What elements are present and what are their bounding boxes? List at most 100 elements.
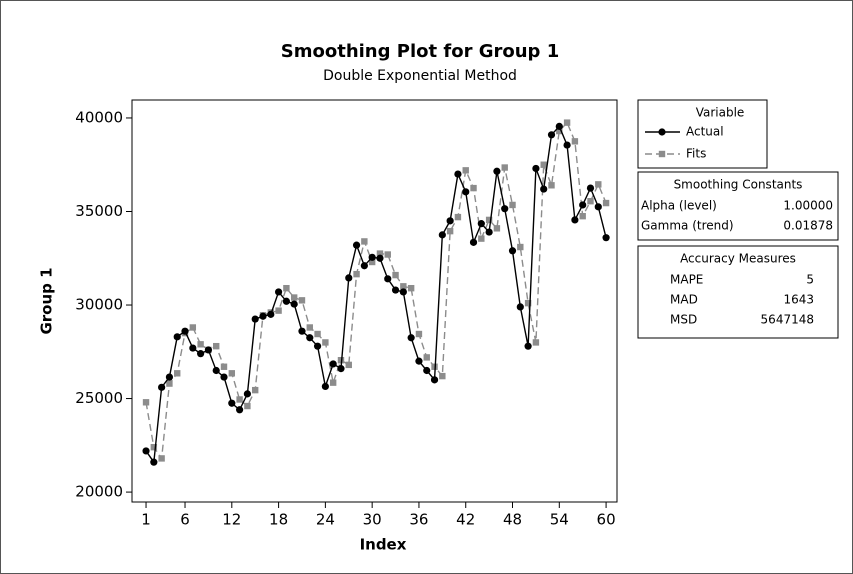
legend-title: Variable — [696, 106, 745, 120]
x-tick-label: 54 — [550, 511, 569, 529]
point — [455, 214, 461, 220]
point — [431, 376, 438, 383]
chart-subtitle: Double Exponential Method — [323, 68, 517, 84]
point — [424, 354, 430, 360]
point — [353, 242, 360, 249]
point — [228, 400, 235, 407]
point — [540, 185, 547, 192]
x-tick-label: 1 — [141, 511, 151, 529]
point — [283, 298, 290, 305]
point — [244, 403, 250, 409]
point — [213, 367, 220, 374]
point — [306, 334, 313, 341]
point — [330, 379, 336, 385]
table-value: 5647148 — [761, 313, 814, 327]
point — [494, 225, 500, 231]
point — [275, 307, 281, 313]
point — [571, 216, 578, 223]
point — [532, 165, 539, 172]
point — [353, 271, 359, 277]
point — [158, 455, 164, 461]
y-tick-label: 40000 — [75, 108, 123, 126]
plot-area — [132, 100, 617, 502]
point — [439, 373, 445, 379]
point — [346, 362, 352, 368]
point — [385, 251, 391, 257]
point — [229, 370, 235, 376]
point — [533, 339, 539, 345]
x-tick-label: 24 — [316, 511, 335, 529]
point — [314, 331, 320, 337]
x-tick-label: 60 — [597, 511, 616, 529]
table-label: MAD — [670, 293, 698, 307]
point — [470, 239, 477, 246]
point — [502, 164, 508, 170]
point — [275, 288, 282, 295]
point — [369, 254, 376, 261]
point — [150, 459, 157, 466]
point — [517, 244, 523, 250]
table-label: Gamma (trend) — [641, 219, 734, 233]
x-axis-label: Index — [360, 536, 407, 554]
point — [462, 188, 469, 195]
point — [236, 396, 242, 402]
point — [322, 383, 329, 390]
point — [587, 185, 594, 192]
y-tick-label: 35000 — [75, 202, 123, 220]
y-axis-label: Group 1 — [38, 267, 56, 334]
point — [291, 294, 297, 300]
point — [345, 274, 352, 281]
table-value: 0.01878 — [783, 219, 833, 233]
table-value: 5 — [806, 273, 814, 287]
point — [205, 346, 212, 353]
point — [166, 380, 172, 386]
point — [322, 339, 328, 345]
point — [330, 360, 337, 367]
point — [181, 328, 188, 335]
point — [283, 285, 289, 291]
point — [158, 384, 165, 391]
table-label: MAPE — [670, 273, 703, 287]
point — [408, 285, 414, 291]
point — [337, 365, 344, 372]
point — [579, 213, 585, 219]
point — [447, 228, 453, 234]
point — [447, 217, 454, 224]
point — [299, 297, 305, 303]
x-tick-label: 48 — [503, 511, 522, 529]
x-tick-label: 36 — [409, 511, 428, 529]
point — [298, 328, 305, 335]
chart-title: Smoothing Plot for Group 1 — [281, 41, 559, 62]
y-tick-label: 25000 — [75, 389, 123, 407]
point — [548, 182, 554, 188]
point — [236, 406, 243, 413]
point — [595, 181, 601, 187]
x-tick-label: 42 — [456, 511, 475, 529]
table-title: Accuracy Measures — [680, 252, 796, 266]
point — [166, 373, 173, 380]
point — [244, 390, 251, 397]
point — [572, 138, 578, 144]
point — [563, 141, 570, 148]
table-value: 1643 — [783, 293, 814, 307]
point — [221, 364, 227, 370]
point — [408, 334, 415, 341]
point — [361, 238, 367, 244]
x-tick-label: 6 — [180, 511, 190, 529]
point — [252, 387, 258, 393]
point — [220, 373, 227, 380]
point — [259, 313, 266, 320]
point — [509, 247, 516, 254]
point — [392, 286, 399, 293]
point — [493, 168, 500, 175]
point — [400, 288, 407, 295]
point — [587, 198, 593, 204]
x-tick-label: 18 — [269, 511, 288, 529]
point — [478, 220, 485, 227]
point — [190, 324, 196, 330]
y-tick-label: 30000 — [75, 296, 123, 314]
table-label: MSD — [670, 313, 697, 327]
y-tick-label: 20000 — [75, 483, 123, 501]
point — [509, 202, 515, 208]
point — [541, 162, 547, 168]
